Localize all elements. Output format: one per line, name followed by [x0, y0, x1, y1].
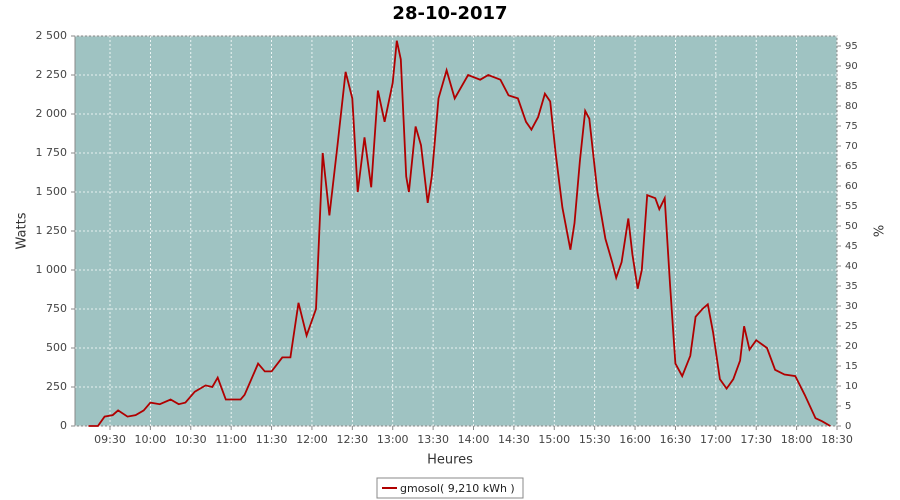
y2-tick-label: 90: [845, 61, 858, 72]
x-tick-label: 11:00: [215, 433, 247, 446]
y-tick-label: 1 250: [36, 224, 68, 237]
y2-tick-label: 15: [845, 361, 858, 372]
y2-tick-label: 45: [845, 241, 858, 252]
x-tick-label: 16:00: [619, 433, 651, 446]
y2-tick-label: 65: [845, 161, 858, 172]
y2-tick-label: 5: [845, 401, 851, 412]
legend-box: [376, 477, 524, 499]
x-tick-label: 17:00: [700, 433, 732, 446]
x-tick-label: 15:30: [579, 433, 611, 446]
x-tick-label: 10:30: [175, 433, 207, 446]
x-tick-label: 12:30: [336, 433, 368, 446]
data-line: [88, 40, 831, 427]
y-tick-label: 1 500: [36, 185, 68, 198]
y2-tick-label: 60: [845, 181, 858, 192]
y2-tick-label: 95: [845, 41, 858, 52]
x-tick-label: 11:30: [256, 433, 288, 446]
x-tick-label: 09:30: [94, 433, 126, 446]
y2-tick-label: 85: [845, 81, 858, 92]
x-axis-title: Heures: [427, 453, 473, 468]
x-tick-label: 16:30: [660, 433, 692, 446]
y2-tick-label: 70: [845, 141, 858, 152]
y2-tick-label: 55: [845, 201, 858, 212]
y2-tick-label: 35: [845, 281, 858, 292]
y-tick-label: 500: [46, 341, 67, 354]
x-tick-label: 17:30: [740, 433, 772, 446]
y-tick-label: 1 000: [36, 263, 68, 276]
x-tick-label: 18:30: [821, 433, 853, 446]
y-tick-label: 0: [60, 419, 67, 432]
x-tick-label: 18:00: [781, 433, 813, 446]
y2-tick-label: 10: [845, 381, 858, 392]
legend-label: gmosol( 9,210 kWh ): [400, 482, 515, 495]
y2-tick-label: 0: [845, 421, 851, 432]
x-tick-label: 13:30: [417, 433, 449, 446]
y2-axis-title: %: [873, 225, 888, 237]
x-tick-label: 12:00: [296, 433, 328, 446]
y2-tick-label: 20: [845, 341, 858, 352]
y-tick-label: 2 500: [36, 29, 68, 42]
x-tick-label: 15:00: [538, 433, 570, 446]
y2-tick-label: 80: [845, 101, 858, 112]
y2-tick-label: 30: [845, 301, 858, 312]
y-axis-title: Watts: [15, 212, 30, 249]
y-tick-label: 1 750: [36, 146, 68, 159]
x-tick-label: 14:00: [458, 433, 490, 446]
chart-title: 28-10-2017: [392, 3, 507, 24]
x-tick-label: 14:30: [498, 433, 530, 446]
x-tick-label: 10:00: [135, 433, 167, 446]
y2-tick-label: 50: [845, 221, 858, 232]
y-tick-label: 2 250: [36, 68, 68, 81]
y-tick-label: 750: [46, 302, 67, 315]
y-tick-label: 2 000: [36, 107, 68, 120]
y-tick-label: 250: [46, 380, 67, 393]
y2-tick-label: 75: [845, 121, 858, 132]
x-tick-label: 13:00: [377, 433, 409, 446]
y2-tick-label: 25: [845, 321, 858, 332]
y2-tick-label: 40: [845, 261, 858, 272]
